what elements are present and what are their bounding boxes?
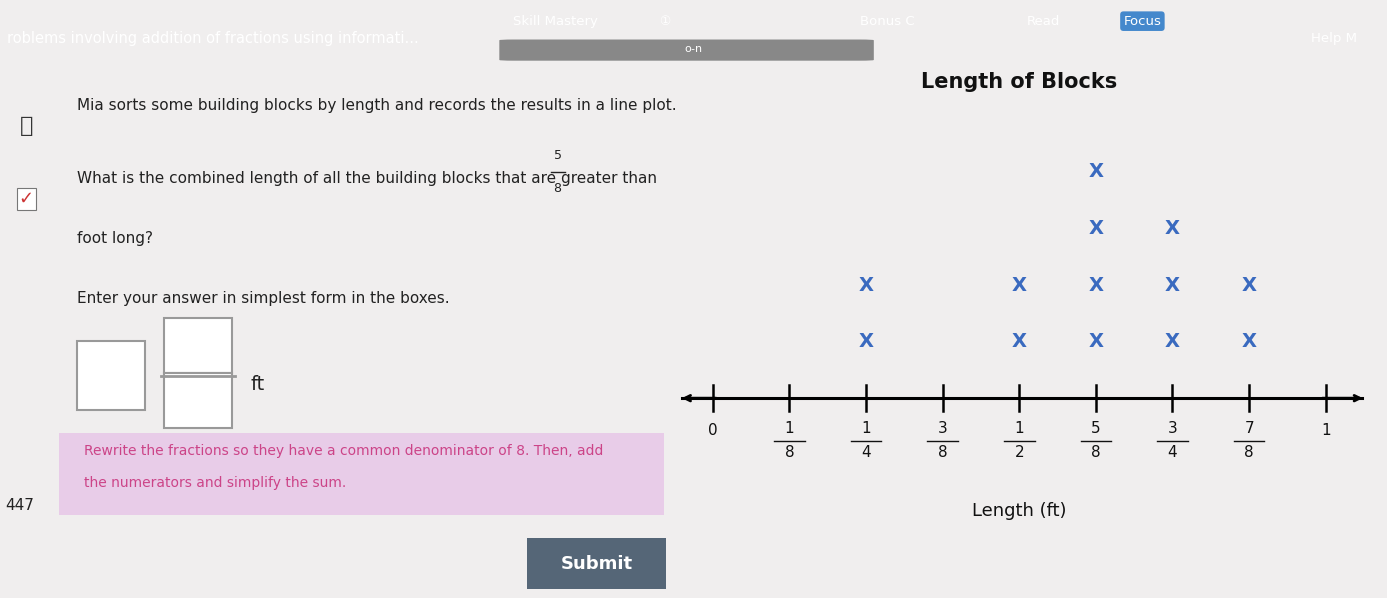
Text: Focus: Focus bbox=[1123, 15, 1161, 28]
Text: ⎕: ⎕ bbox=[19, 115, 33, 136]
Text: 2: 2 bbox=[1014, 445, 1024, 460]
Text: 8: 8 bbox=[785, 445, 795, 460]
Text: 8: 8 bbox=[1244, 445, 1254, 460]
Text: Bonus C: Bonus C bbox=[860, 15, 914, 28]
Text: o-n: o-n bbox=[684, 44, 703, 54]
Text: 5: 5 bbox=[1092, 421, 1101, 436]
Text: Mia sorts some building blocks by length and records the results in a line plot.: Mia sorts some building blocks by length… bbox=[78, 98, 677, 113]
Text: ✓: ✓ bbox=[19, 190, 33, 208]
Text: What is the combined length of all the building blocks that are greater than: What is the combined length of all the b… bbox=[78, 172, 662, 187]
Text: 1: 1 bbox=[1014, 421, 1024, 436]
FancyBboxPatch shape bbox=[164, 318, 232, 373]
Text: X: X bbox=[859, 276, 874, 294]
FancyBboxPatch shape bbox=[516, 534, 677, 593]
Text: Length of Blocks: Length of Blocks bbox=[921, 72, 1118, 93]
Text: 1: 1 bbox=[785, 421, 795, 436]
Text: 3: 3 bbox=[938, 421, 947, 436]
Text: foot long?: foot long? bbox=[78, 231, 154, 246]
Text: X: X bbox=[1241, 276, 1257, 294]
Text: 7: 7 bbox=[1244, 421, 1254, 436]
FancyBboxPatch shape bbox=[499, 39, 874, 60]
Text: 4: 4 bbox=[1168, 445, 1178, 460]
Text: 447: 447 bbox=[6, 498, 35, 513]
Text: Rewrite the fractions so they have a common denominator of 8. Then, add: Rewrite the fractions so they have a com… bbox=[83, 444, 603, 459]
Text: X: X bbox=[1089, 219, 1104, 238]
Text: Help M: Help M bbox=[1311, 32, 1356, 45]
Text: Submit: Submit bbox=[560, 554, 632, 573]
Text: X: X bbox=[1089, 332, 1104, 351]
Text: ft: ft bbox=[250, 376, 265, 394]
Text: 8: 8 bbox=[1092, 445, 1101, 460]
FancyBboxPatch shape bbox=[58, 433, 664, 515]
Text: Length (ft): Length (ft) bbox=[972, 502, 1067, 520]
Text: X: X bbox=[1165, 332, 1180, 351]
Text: Skill Mastery: Skill Mastery bbox=[513, 15, 598, 28]
Text: X: X bbox=[1089, 276, 1104, 294]
Text: 4: 4 bbox=[861, 445, 871, 460]
Text: 8: 8 bbox=[938, 445, 947, 460]
Text: Enter your answer in simplest form in the boxes.: Enter your answer in simplest form in th… bbox=[78, 291, 449, 306]
Text: 0: 0 bbox=[707, 423, 717, 438]
Text: roblems involving addition of fractions using informati...: roblems involving addition of fractions … bbox=[7, 31, 419, 46]
Text: the numerators and simplify the sum.: the numerators and simplify the sum. bbox=[83, 477, 345, 490]
Text: 3: 3 bbox=[1168, 421, 1178, 436]
Text: X: X bbox=[1241, 332, 1257, 351]
FancyBboxPatch shape bbox=[78, 341, 146, 410]
FancyBboxPatch shape bbox=[164, 373, 232, 428]
Text: ①: ① bbox=[659, 15, 670, 28]
Text: X: X bbox=[1011, 276, 1026, 294]
Text: Read: Read bbox=[1026, 15, 1060, 28]
Text: X: X bbox=[1165, 219, 1180, 238]
Text: 8: 8 bbox=[553, 182, 562, 196]
Text: 1: 1 bbox=[1320, 423, 1330, 438]
Text: X: X bbox=[1089, 162, 1104, 181]
Text: X: X bbox=[859, 332, 874, 351]
Text: X: X bbox=[1165, 276, 1180, 294]
Text: X: X bbox=[1011, 332, 1026, 351]
Text: 5: 5 bbox=[553, 150, 562, 162]
Text: 1: 1 bbox=[861, 421, 871, 436]
